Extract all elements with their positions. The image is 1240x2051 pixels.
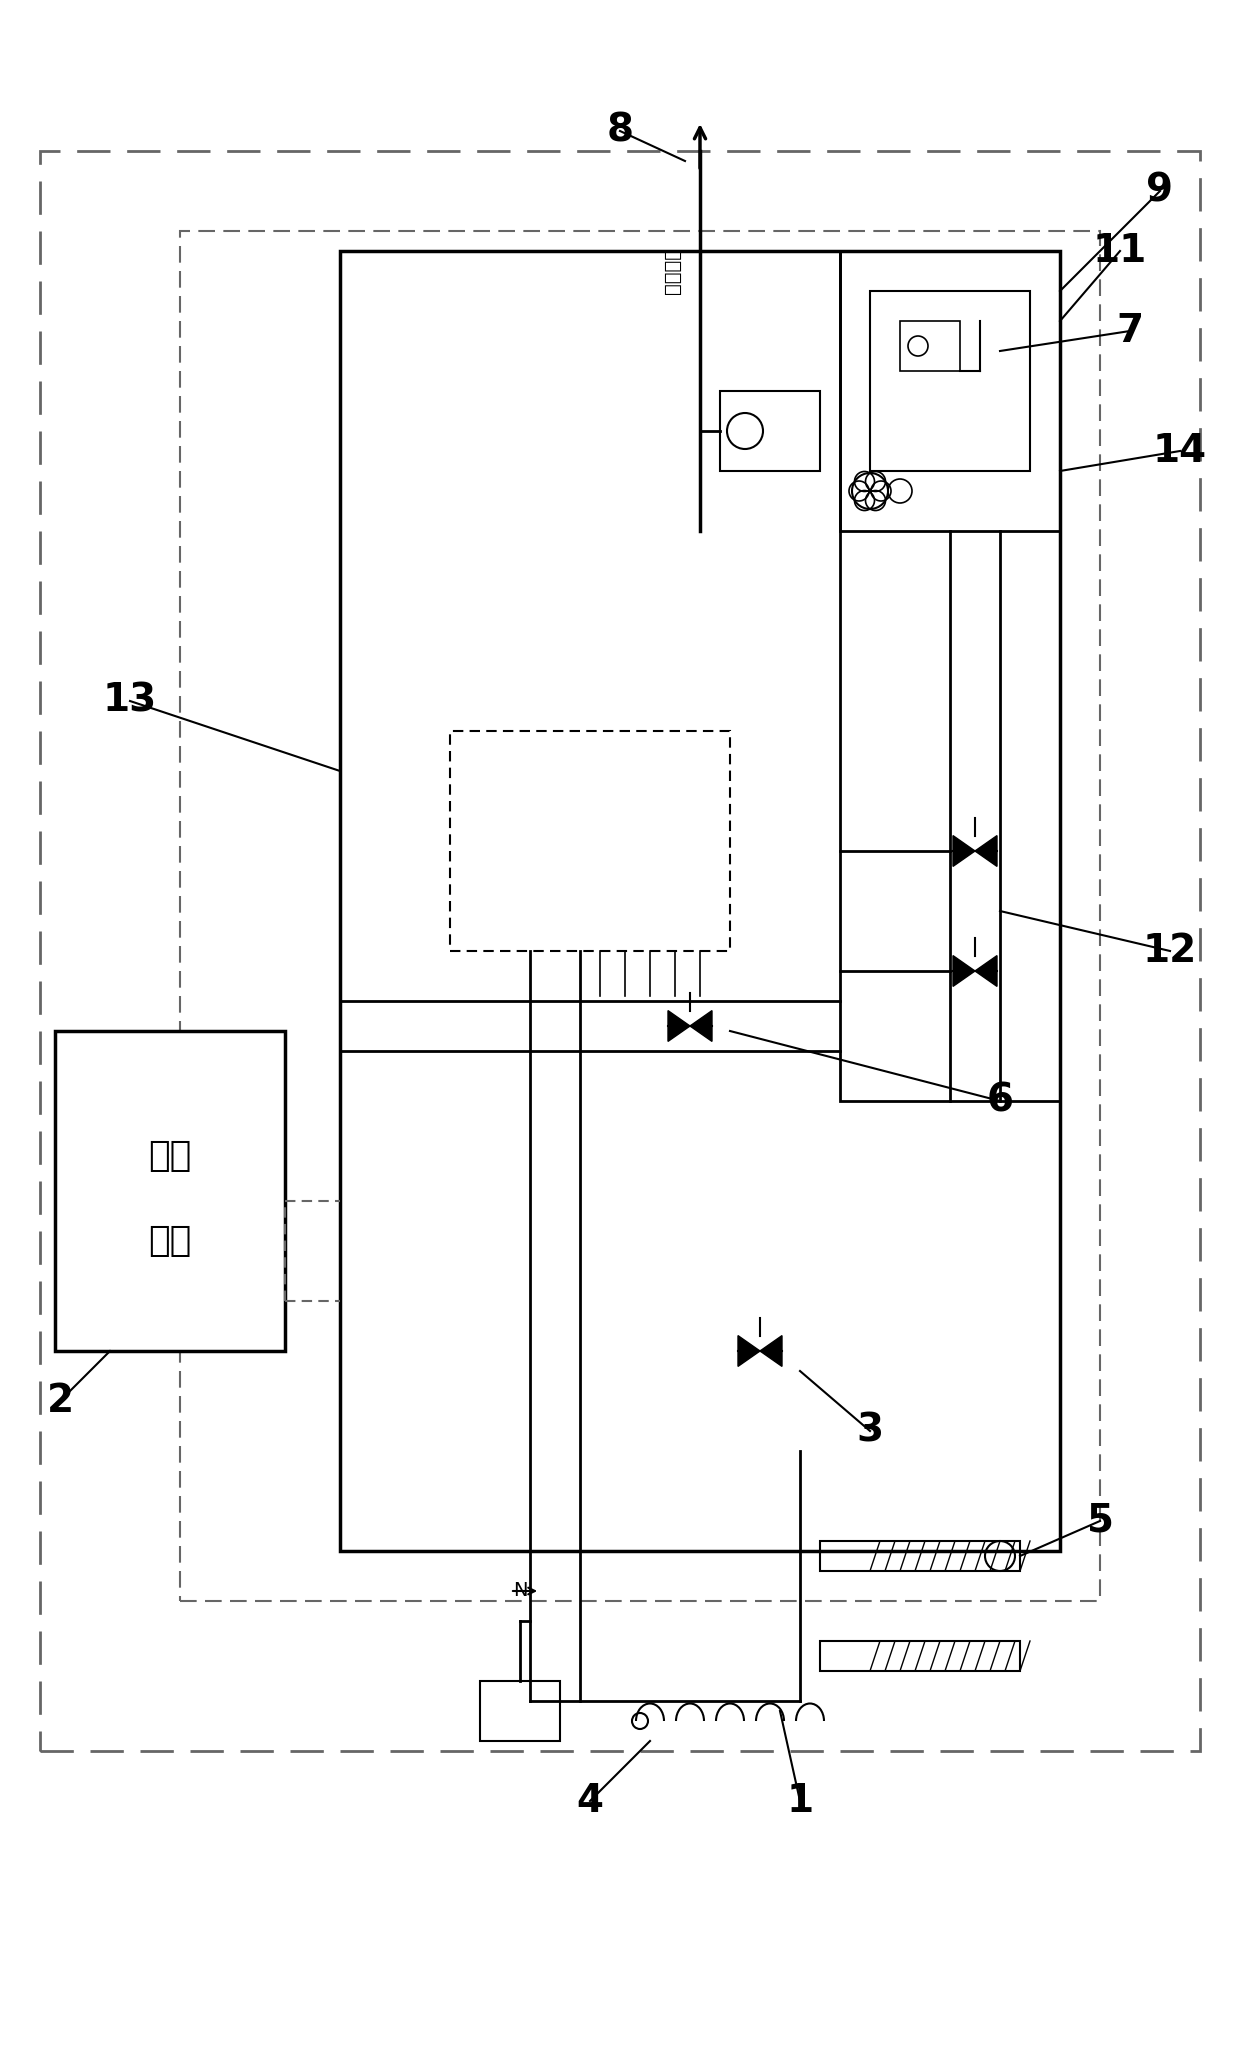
Polygon shape — [975, 956, 997, 987]
Polygon shape — [954, 956, 975, 987]
Polygon shape — [738, 1335, 760, 1366]
Polygon shape — [954, 835, 975, 866]
Bar — [839, 250, 1060, 531]
Text: 4: 4 — [577, 1782, 604, 1819]
Text: 12: 12 — [1143, 931, 1197, 970]
Bar — [480, 1682, 560, 1741]
Bar — [720, 392, 820, 472]
Polygon shape — [668, 1011, 689, 1042]
Text: 7: 7 — [1116, 312, 1143, 351]
Text: 13: 13 — [103, 683, 157, 720]
Text: 9: 9 — [1147, 172, 1173, 209]
Polygon shape — [689, 1011, 712, 1042]
Bar — [40, 152, 1200, 1752]
Bar — [870, 291, 1030, 472]
Bar — [820, 1641, 1021, 1672]
Polygon shape — [975, 835, 997, 866]
Text: 6: 6 — [987, 1083, 1013, 1120]
Text: N: N — [513, 1581, 527, 1600]
Text: 11: 11 — [1092, 232, 1147, 271]
Bar — [340, 250, 1060, 1551]
Text: 2: 2 — [46, 1382, 73, 1419]
Text: 3: 3 — [857, 1411, 884, 1450]
Text: 1: 1 — [786, 1782, 813, 1819]
Bar — [180, 232, 1100, 1602]
Text: 8: 8 — [606, 113, 634, 150]
Text: 5: 5 — [1086, 1501, 1114, 1540]
Bar — [820, 1540, 1021, 1571]
Text: 至出水口: 至出水口 — [662, 248, 682, 295]
Polygon shape — [760, 1335, 782, 1366]
Bar — [450, 730, 730, 952]
Bar — [900, 322, 960, 371]
Bar — [839, 250, 1060, 1101]
Bar — [55, 1032, 285, 1352]
Text: 电控: 电控 — [149, 1138, 192, 1173]
Text: 14: 14 — [1153, 433, 1207, 470]
Text: 系统: 系统 — [149, 1224, 192, 1257]
